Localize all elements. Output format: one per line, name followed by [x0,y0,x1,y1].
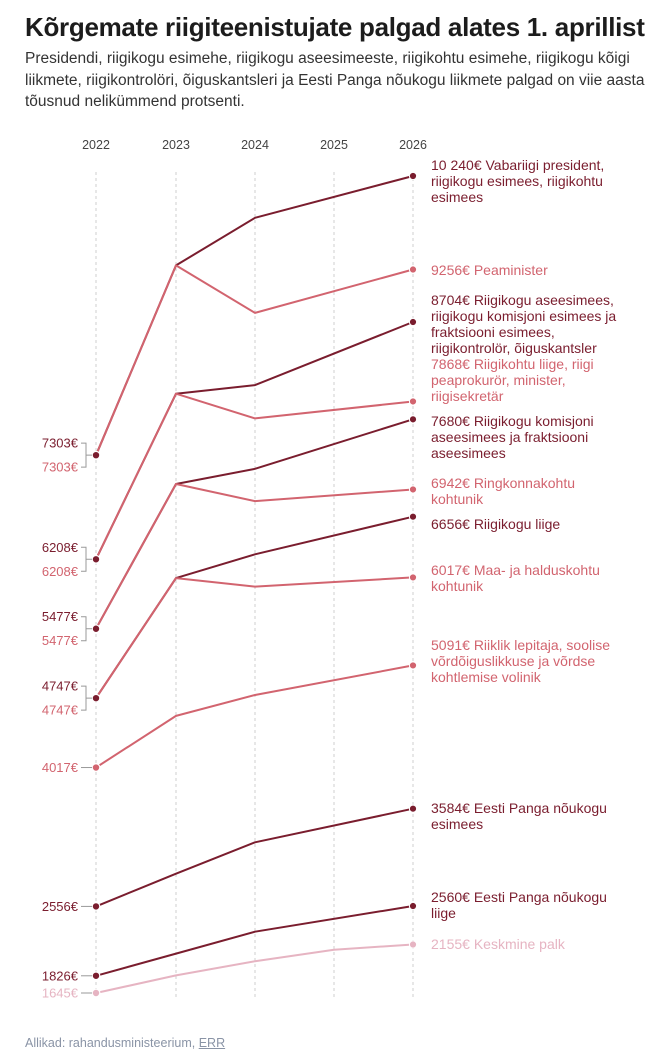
end-point [408,265,418,274]
line-chart: 2022 2023 2024 2025 2026 1645€ 1826€ 2556€ 4017€… [42,138,617,1001]
end-label-line: riigikogu komisjoni esimees ja [431,308,616,324]
start-value-label: 5477€ [42,609,79,624]
end-label-line: 2560€ Eesti Panga nõukogu [431,889,607,905]
chart-subtitle: Presidendi, riigikogu esimehe, riigikogu… [25,50,645,110]
start-point [91,693,101,703]
end-value-label: 7680€ Riigikogu komisjoni aseesimees ja f… [431,413,594,461]
x-tick-label: 2024 [241,138,269,152]
series-line [95,943,414,994]
end-label-line: peaprokurör, minister, [431,372,566,388]
end-point [408,317,418,327]
end-label-line: 9256€ Peaminister [431,262,548,278]
end-point [408,804,418,813]
end-point [408,573,418,582]
end-label-line: riigikogu esimees, riigikohtu [431,173,603,189]
source-label: Allikad: rahandusministeerium, [25,1036,199,1050]
start-point [91,971,101,981]
chart-title: Kõrgemate riigiteenistujate palgad alate… [25,12,645,42]
end-label-line: 10 240€ Vabariigi president, [431,157,604,173]
label-bracket [81,442,92,468]
end-label-line: 6017€ Maa- ja halduskohtu [431,562,600,578]
label-bracket [81,685,92,711]
end-value-label: 7868€ Riigikohtu liige, riigi peaprokurör… [431,356,594,404]
end-point [408,901,418,911]
end-value-label: 2560€ Eesti Panga nõukogu liige [431,889,607,921]
series-line [95,576,414,699]
series-line [95,264,414,456]
end-value-label: 6017€ Maa- ja halduskohtu kohtunik [431,562,600,594]
end-label-line: fraktsiooni esimees, [431,324,555,340]
label-bracket [81,616,92,642]
source-link[interactable]: ERR [198,1036,226,1050]
end-point [408,415,418,424]
start-value-label: 4017€ [42,760,79,775]
series-line [95,905,414,977]
start-point [91,450,101,460]
start-point [91,554,101,564]
start-value-label: 7303€ [42,460,79,475]
series-line [95,321,414,560]
start-value-label: 2556€ [42,899,79,914]
start-value-label: 6208€ [42,564,79,579]
end-value-label: 10 240€ Vabariigi president, riigikogu es… [431,157,604,205]
end-point [408,485,418,494]
end-label-line: aseesimees [431,445,506,461]
end-point [408,171,418,181]
end-label-line: 5091€ Riiklik lepitaja, soolise [431,637,610,653]
series-line [95,483,414,630]
end-label-line: kohtunik [431,491,484,507]
end-label-line: 6656€ Riigikogu liige [431,516,560,532]
x-tick-label: 2025 [320,138,348,152]
x-tick-label: 2026 [399,138,427,152]
end-label-line: riigisekretär [431,388,504,404]
end-value-label: 6942€ Ringkonnakohtu kohtunik [431,475,575,507]
end-label-line: liige [431,905,456,921]
series-line [95,392,414,560]
end-label-line: riigikontrolör, õiguskantsler [431,340,597,356]
end-label-line: 2155€ Keskmine palk [431,936,566,952]
end-value-label: 8704€ Riigikogu aseesimees, riigikogu kom… [431,292,616,356]
end-label-line: esimees [431,816,483,832]
end-label-line: 7680€ Riigikogu komisjoni [431,413,594,429]
end-label-line: 8704€ Riigikogu aseesimees, [431,292,614,308]
start-value-label: 7303€ [42,436,79,451]
end-value-label: 3584€ Eesti Panga nõukogu esimees [431,800,607,832]
start-value-label: 5477€ [42,633,79,648]
end-point [408,512,418,521]
end-point [408,940,418,949]
label-bracket [81,546,92,572]
start-value-label: 6208€ [42,540,79,555]
end-label-line: 7868€ Riigikohtu liige, riigi [431,356,594,372]
start-point [91,902,101,911]
source-note: Allikad: rahandusministeerium, ERR [25,1036,225,1050]
end-label-line: kohtunik [431,578,484,594]
series-line [95,664,414,769]
end-point [408,661,418,670]
start-point [91,763,101,772]
start-value-label: 4747€ [42,703,79,718]
x-tick-label: 2023 [162,138,190,152]
end-value-label: 6656€ Riigikogu liige [431,516,560,532]
end-label-line: 3584€ Eesti Panga nõukogu [431,800,607,816]
end-label-line: võrdõiguslikkuse ja võrdse [431,653,595,669]
end-label-line: kohtlemise volinik [431,669,542,685]
start-point [91,988,101,998]
end-point [408,397,418,406]
start-value-label: 1826€ [42,968,79,983]
end-label-line: 6942€ Ringkonnakohtu [431,475,575,491]
end-value-label: 5091€ Riiklik lepitaja, soolise võrdõigus… [431,637,610,685]
x-tick-label: 2022 [82,138,110,152]
start-point [91,624,101,634]
end-value-label: 2155€ Keskmine palk [431,936,566,952]
end-label-line: esimees [431,189,483,205]
end-value-label: 9256€ Peaminister [431,262,548,278]
start-value-label: 4747€ [42,679,79,694]
start-value-label: 1645€ [42,986,79,1001]
end-label-line: aseesimees ja fraktsiooni [431,429,588,445]
series-line [95,807,414,908]
